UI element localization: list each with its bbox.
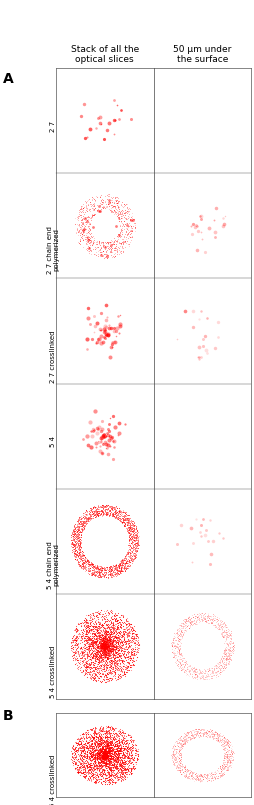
Text: 100 μm: 100 μm [113,74,136,79]
Text: 2 7 crosslinked: 2 7 crosslinked [50,331,56,383]
Text: Stack of all the
optical slices: Stack of all the optical slices [71,45,139,64]
Text: 5 4 chain end
polymerized: 5 4 chain end polymerized [47,541,60,588]
Text: 2 7: 2 7 [50,121,56,132]
Text: 2 7 chain end
polymerized: 2 7 chain end polymerized [47,226,60,274]
Text: B: B [3,709,13,723]
Text: 5 4 crosslinked: 5 4 crosslinked [50,646,56,699]
Text: 5 4 crosslinked: 5 4 crosslinked [50,755,56,805]
Text: 5 4: 5 4 [50,436,56,447]
Text: A: A [3,72,13,86]
Text: 50 μm under
the surface: 50 μm under the surface [173,45,232,64]
